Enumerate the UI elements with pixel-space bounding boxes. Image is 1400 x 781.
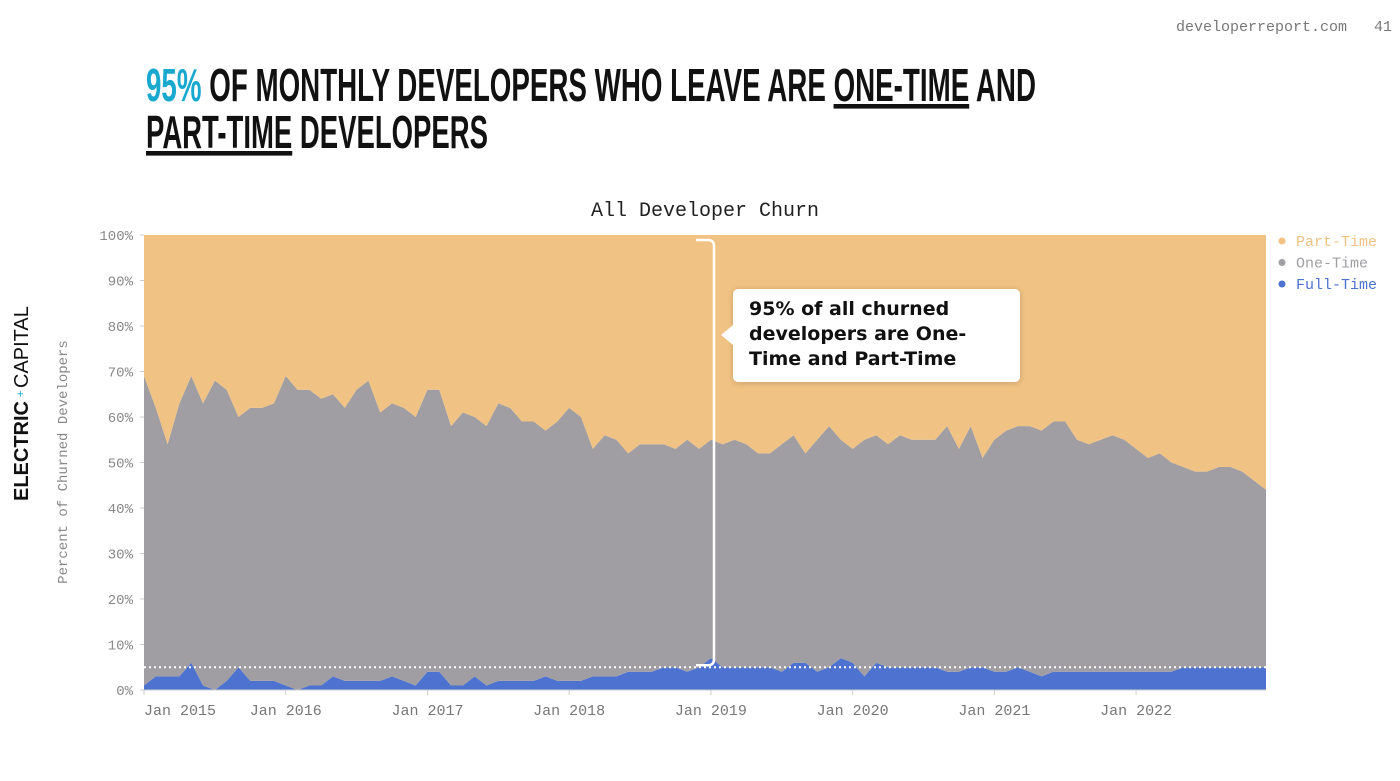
brand-mark: + [15,391,27,397]
legend-label: Full-Time [1296,277,1377,294]
y-tick-label: 80% [108,320,134,336]
y-tick-label: 30% [108,548,134,564]
site-url: developerreport.com [1176,19,1347,36]
area [144,376,1266,690]
y-tick-label: 0% [116,684,133,700]
y-tick-label: 60% [108,411,134,427]
x-tick-label: Jan 2015 [144,703,216,720]
headline-text: DEVELOPERS [300,106,488,158]
x-tick-label: Jan 2017 [391,703,463,720]
legend-swatch [1278,259,1286,266]
y-tick-label: 90% [108,275,134,291]
y-tick-label: 70% [108,366,134,382]
page-number: 41 [1374,19,1392,36]
brand-right: CAPITAL [11,306,33,388]
legend-swatch [1278,237,1286,245]
x-tick-label: Jan 2019 [675,703,747,720]
y-tick-label: 10% [108,639,134,655]
brand-logo: ELECTRIC + CAPITAL [11,306,33,501]
legend-swatch [1278,280,1286,288]
x-tick-label: Jan 2021 [958,703,1030,720]
headline-term: PART-TIME [146,106,292,158]
legend-label: One-Time [1296,256,1368,273]
y-tick-label: 20% [108,593,134,609]
x-tick-label: Jan 2016 [250,703,322,720]
area [144,658,1266,690]
headline-highlight: 95% [146,59,202,111]
y-axis-label: Percent of Churned Developers [56,340,72,584]
headline-line-2: PART-TIME DEVELOPERS [146,106,488,158]
chart-title: All Developer Churn [591,200,819,223]
y-tick-label: 100% [99,229,133,245]
y-tick-label: 50% [108,457,134,473]
headline-term: ONE-TIME [834,59,970,111]
y-tick-label: 40% [108,502,134,518]
headline-line-1: 95% OF MONTHLY DEVELOPERS WHO LEAVE ARE … [146,59,1036,111]
headline-text: AND [976,59,1036,111]
bracket [696,238,716,667]
x-tick-label: Jan 2018 [533,703,605,720]
brand-left: ELECTRIC [11,401,33,501]
legend-label: Part-Time [1296,234,1377,251]
headline-text: OF MONTHLY DEVELOPERS WHO LEAVE ARE [209,59,826,111]
annotation: 95% of all churned developers are One-Ti… [721,289,1020,382]
x-tick-label: Jan 2020 [817,703,889,720]
x-tick-label: Jan 2022 [1100,703,1172,720]
